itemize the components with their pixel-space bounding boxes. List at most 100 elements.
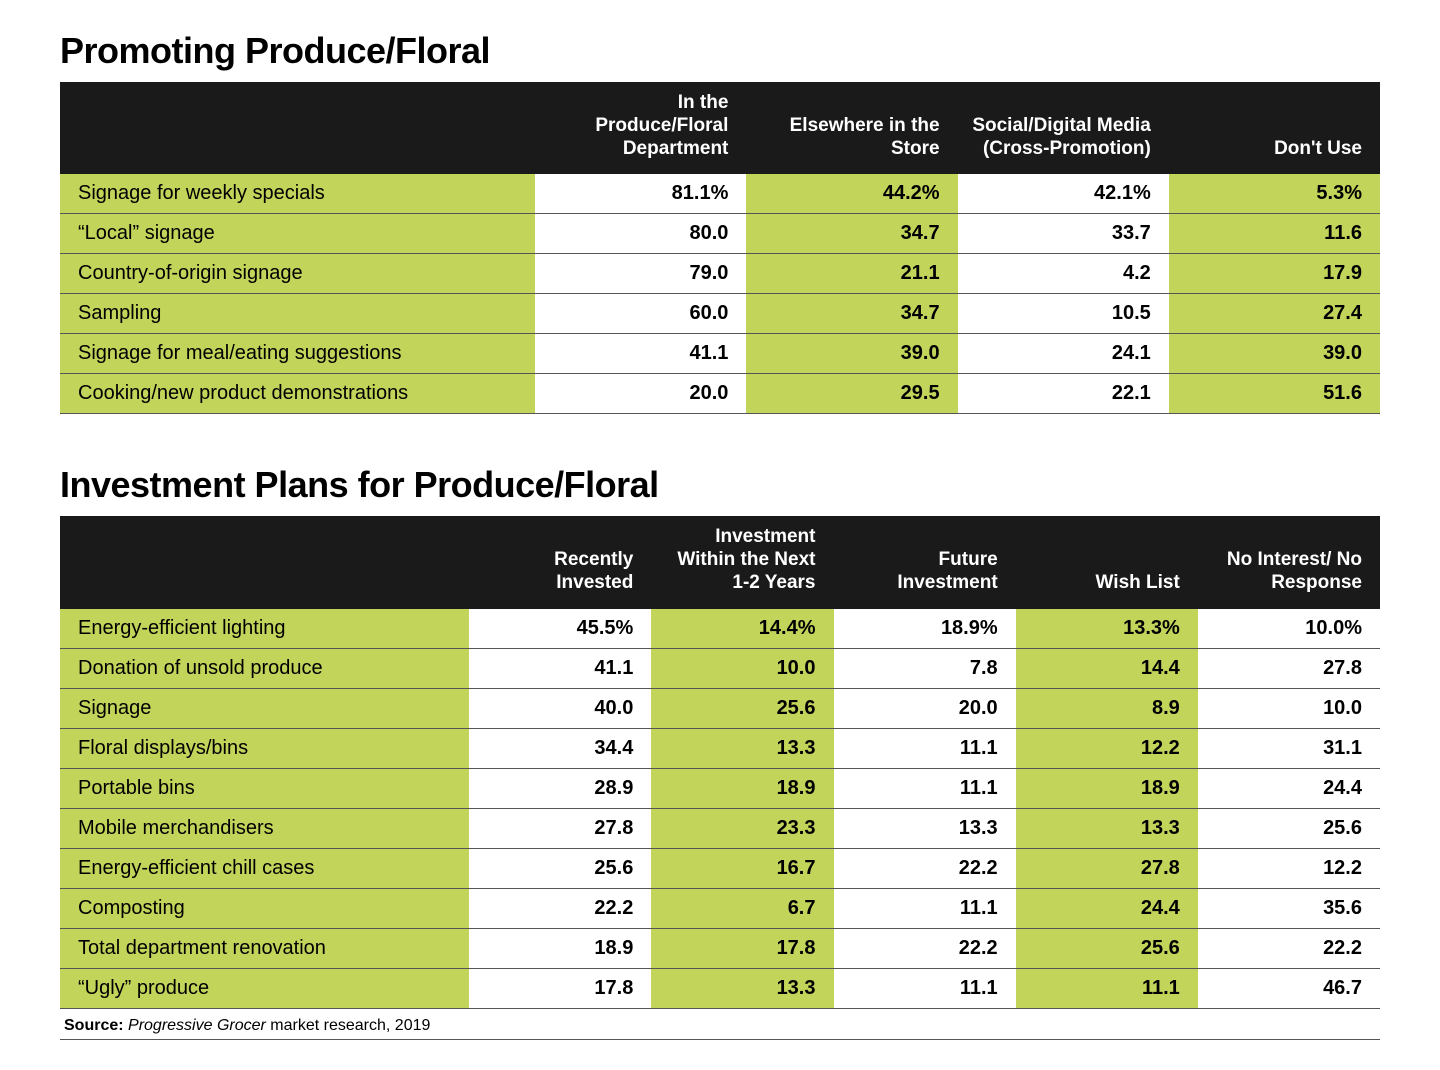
row-label: Signage for meal/eating suggestions: [60, 334, 535, 374]
cell-value: 20.0: [834, 688, 1016, 728]
table-row: Sampling60.034.710.527.4: [60, 294, 1380, 334]
cell-value: 31.1: [1198, 728, 1380, 768]
row-label: Cooking/new product demonstrations: [60, 374, 535, 414]
cell-value: 17.8: [469, 968, 651, 1008]
col-header: Don't Use: [1169, 82, 1380, 174]
cell-value: 33.7: [958, 214, 1169, 254]
cell-value: 34.7: [746, 214, 957, 254]
cell-value: 34.7: [746, 294, 957, 334]
cell-value: 11.1: [834, 728, 1016, 768]
cell-value: 13.3: [651, 728, 833, 768]
cell-value: 22.2: [834, 848, 1016, 888]
cell-value: 21.1: [746, 254, 957, 294]
cell-value: 18.9: [651, 768, 833, 808]
table-row: Cooking/new product demonstrations20.029…: [60, 374, 1380, 414]
cell-value: 16.7: [651, 848, 833, 888]
row-label: “Local” signage: [60, 214, 535, 254]
cell-value: 8.9: [1016, 688, 1198, 728]
table-row: Portable bins28.918.911.118.924.4: [60, 768, 1380, 808]
cell-value: 25.6: [1198, 808, 1380, 848]
table1: In the Produce/Floral DepartmentElsewher…: [60, 82, 1380, 414]
row-label: Energy-efficient lighting: [60, 609, 469, 649]
cell-value: 80.0: [535, 214, 746, 254]
cell-value: 81.1%: [535, 174, 746, 214]
table1-title: Promoting Produce/Floral: [60, 30, 1380, 72]
cell-value: 13.3: [1016, 808, 1198, 848]
cell-value: 18.9%: [834, 609, 1016, 649]
cell-value: 11.1: [834, 888, 1016, 928]
row-label: Signage for weekly specials: [60, 174, 535, 214]
cell-value: 6.7: [651, 888, 833, 928]
cell-value: 29.5: [746, 374, 957, 414]
cell-value: 24.4: [1016, 888, 1198, 928]
cell-value: 12.2: [1198, 848, 1380, 888]
cell-value: 23.3: [651, 808, 833, 848]
cell-value: 11.6: [1169, 214, 1380, 254]
cell-value: 24.4: [1198, 768, 1380, 808]
col-header: In the Produce/Floral Department: [535, 82, 746, 174]
cell-value: 10.0: [651, 648, 833, 688]
cell-value: 20.0: [535, 374, 746, 414]
cell-value: 27.4: [1169, 294, 1380, 334]
col-header: Recently Invested: [469, 516, 651, 608]
table-row: Signage for weekly specials81.1%44.2%42.…: [60, 174, 1380, 214]
cell-value: 28.9: [469, 768, 651, 808]
cell-value: 46.7: [1198, 968, 1380, 1008]
cell-value: 45.5%: [469, 609, 651, 649]
source-line: Source: Progressive Grocer market resear…: [60, 1009, 1380, 1040]
table-row: Total department renovation18.917.8 22.22…: [60, 928, 1380, 968]
cell-value: 13.3%: [1016, 609, 1198, 649]
cell-value: 17.8: [651, 928, 833, 968]
col-header: No Interest/ No Response: [1198, 516, 1380, 608]
table-row: Mobile merchandisers27.823.313.313.325.6: [60, 808, 1380, 848]
table-row: Energy-efficient lighting45.5%14.4%18.9%…: [60, 609, 1380, 649]
col-header: Future Investment: [834, 516, 1016, 608]
cell-value: 24.1: [958, 334, 1169, 374]
table-row: “Local” signage80.034.733.711.6: [60, 214, 1380, 254]
row-label: Portable bins: [60, 768, 469, 808]
row-label: Signage: [60, 688, 469, 728]
cell-value: 18.9: [469, 928, 651, 968]
cell-value: 44.2%: [746, 174, 957, 214]
source-rest: market research, 2019: [266, 1017, 431, 1034]
cell-value: 22.1: [958, 374, 1169, 414]
col-header-blank: [60, 82, 535, 174]
row-label: “Ugly” produce: [60, 968, 469, 1008]
source-italic: Progressive Grocer: [128, 1017, 266, 1034]
row-label: Composting: [60, 888, 469, 928]
table2: Recently InvestedInvestment Within the N…: [60, 516, 1380, 1008]
cell-value: 27.8: [1198, 648, 1380, 688]
row-label: Energy-efficient chill cases: [60, 848, 469, 888]
cell-value: 79.0: [535, 254, 746, 294]
cell-value: 13.3: [651, 968, 833, 1008]
cell-value: 22.2: [1198, 928, 1380, 968]
cell-value: 4.2: [958, 254, 1169, 294]
cell-value: 7.8: [834, 648, 1016, 688]
cell-value: 22.2: [469, 888, 651, 928]
table2-title: Investment Plans for Produce/Floral: [60, 464, 1380, 506]
col-header: Elsewhere in the Store: [746, 82, 957, 174]
table-row: “Ugly” produce17.813.311.111.146.7: [60, 968, 1380, 1008]
cell-value: 11.1: [1016, 968, 1198, 1008]
cell-value: 35.6: [1198, 888, 1380, 928]
cell-value: 42.1%: [958, 174, 1169, 214]
cell-value: 5.3%: [1169, 174, 1380, 214]
cell-value: 10.0: [1198, 688, 1380, 728]
cell-value: 39.0: [1169, 334, 1380, 374]
table-row: Donation of unsold produce41.110.07.814.…: [60, 648, 1380, 688]
table-row: Energy-efficient chill cases25.616.722.2…: [60, 848, 1380, 888]
cell-value: 27.8: [469, 808, 651, 848]
cell-value: 14.4%: [651, 609, 833, 649]
cell-value: 34.4: [469, 728, 651, 768]
cell-value: 25.6: [1016, 928, 1198, 968]
cell-value: 60.0: [535, 294, 746, 334]
table-row: Signage40.025.620.08.910.0: [60, 688, 1380, 728]
cell-value: 14.4: [1016, 648, 1198, 688]
cell-value: 25.6: [651, 688, 833, 728]
cell-value: 41.1: [535, 334, 746, 374]
cell-value: 12.2: [1016, 728, 1198, 768]
cell-value: 17.9: [1169, 254, 1380, 294]
cell-value: 10.5: [958, 294, 1169, 334]
cell-value: 40.0: [469, 688, 651, 728]
row-label: Total department renovation: [60, 928, 469, 968]
